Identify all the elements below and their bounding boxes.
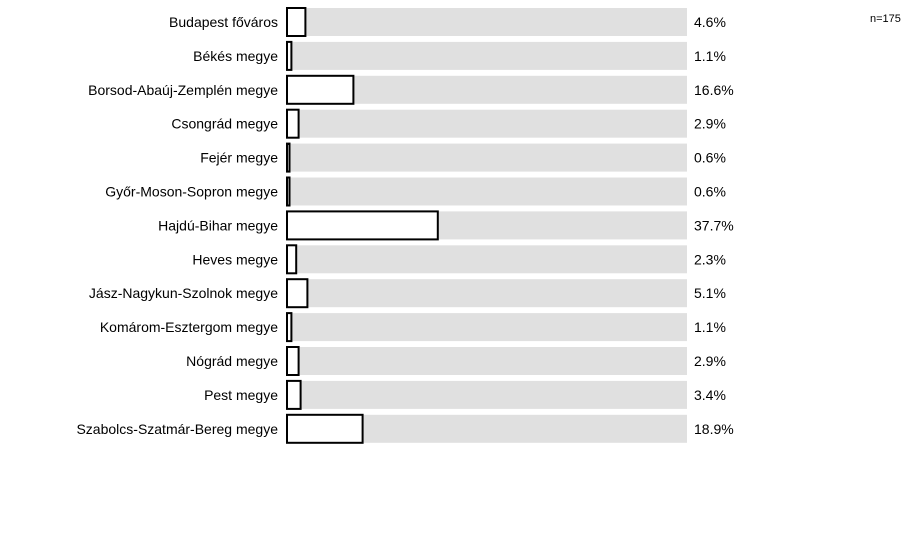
category-label: Hajdú-Bihar megye bbox=[158, 217, 278, 233]
bar-track bbox=[287, 313, 687, 342]
value-label: 1.1% bbox=[694, 48, 726, 64]
category-label: Budapest főváros bbox=[169, 14, 278, 30]
value-label: 0.6% bbox=[694, 150, 726, 166]
bar bbox=[286, 142, 291, 173]
bar-track bbox=[287, 109, 687, 138]
category-label: Borsod-Abaúj-Zemplén megye bbox=[88, 82, 278, 98]
value-label: 37.7% bbox=[694, 217, 734, 233]
value-label: 1.1% bbox=[694, 319, 726, 335]
bar-track bbox=[287, 347, 687, 375]
category-label: Fejér megye bbox=[200, 150, 278, 166]
bar-tracks bbox=[287, 8, 687, 443]
sample-size-label: n=175 bbox=[870, 13, 901, 25]
bar bbox=[286, 176, 291, 207]
bar-track bbox=[287, 177, 687, 206]
value-label: 3.4% bbox=[694, 387, 726, 403]
value-label: 18.9% bbox=[694, 421, 734, 437]
bar-track bbox=[287, 380, 687, 409]
bar-track bbox=[287, 245, 687, 274]
value-label: 2.3% bbox=[694, 251, 726, 267]
value-label: 0.6% bbox=[694, 184, 726, 200]
value-label: 2.9% bbox=[694, 116, 726, 132]
category-label: Békés megye bbox=[193, 48, 278, 64]
bar bbox=[286, 244, 298, 275]
category-label: Heves megye bbox=[192, 251, 278, 267]
bar bbox=[286, 7, 307, 37]
bar bbox=[286, 108, 300, 139]
value-label: 5.1% bbox=[694, 285, 726, 301]
bar bbox=[286, 210, 439, 241]
bar-track bbox=[287, 8, 687, 36]
bar-track bbox=[287, 41, 687, 70]
bar-track bbox=[287, 279, 687, 308]
category-label: Csongrád megye bbox=[171, 116, 278, 132]
value-label: 2.9% bbox=[694, 353, 726, 369]
value-label: 4.6% bbox=[694, 14, 726, 30]
category-label: Komárom-Esztergom megye bbox=[100, 319, 278, 335]
bar bbox=[286, 413, 364, 444]
bar bbox=[286, 346, 300, 376]
bar bbox=[286, 312, 293, 343]
bar bbox=[286, 74, 355, 105]
bar-track bbox=[287, 143, 687, 172]
bar bbox=[286, 40, 293, 71]
category-label: Szabolcs-Szatmár-Bereg megye bbox=[76, 421, 278, 437]
category-labels: Budapest főváros Békés megye Borsod-Abaúj-… bbox=[76, 14, 278, 437]
category-label: Győr-Moson-Sopron megye bbox=[105, 184, 278, 200]
value-labels: 4.6% 1.1% 16.6% 2.9% 0.6% 0.6% 37.7% 2.3% 5.1% 1.… bbox=[694, 14, 734, 437]
category-label: Pest megye bbox=[204, 387, 278, 403]
bar bbox=[286, 278, 309, 309]
value-label: 16.6% bbox=[694, 82, 734, 98]
category-label: Nógrád megye bbox=[186, 353, 278, 369]
category-label: Jász-Nagykun-Szolnok megye bbox=[89, 285, 278, 301]
bar bbox=[286, 379, 302, 410]
bars bbox=[286, 7, 439, 444]
